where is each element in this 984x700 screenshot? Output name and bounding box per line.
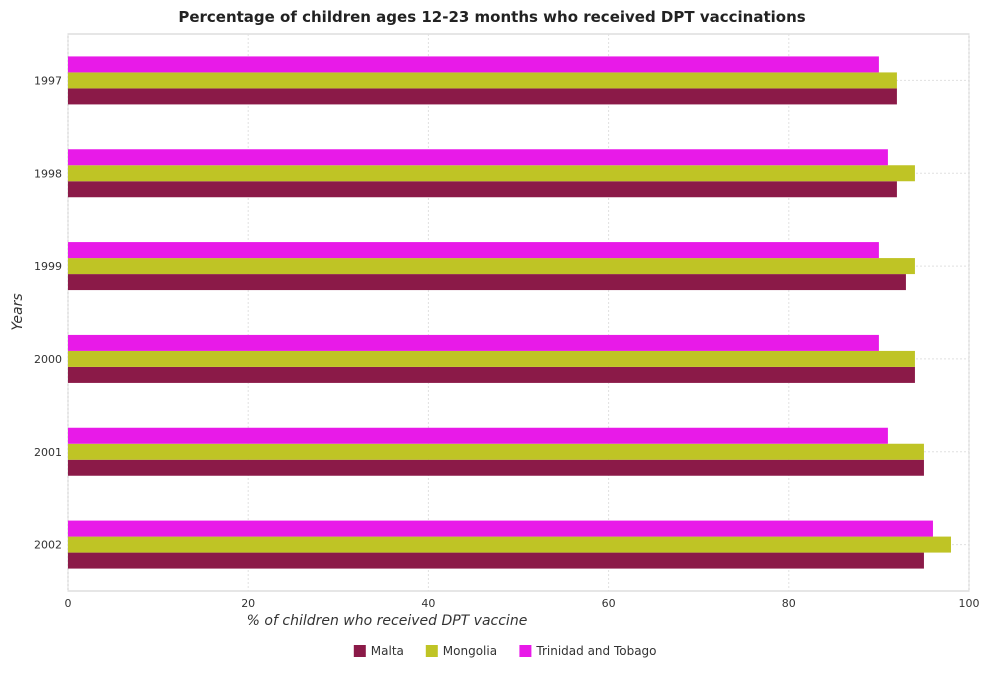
legend: Malta Mongolia Trinidad and Tobago xyxy=(353,644,657,658)
legend-label: Mongolia xyxy=(443,644,497,658)
bar-trinidad-and-tobago-1998 xyxy=(68,149,888,166)
bar-trinidad-and-tobago-1999 xyxy=(68,242,879,259)
legend-swatch xyxy=(425,645,438,657)
bar-mongolia-2002 xyxy=(68,536,951,553)
bar-trinidad-and-tobago-2001 xyxy=(68,427,888,444)
chart-title: Percentage of children ages 12-23 months… xyxy=(178,8,806,26)
x-tick-label: 40 xyxy=(421,597,435,610)
bar-mongolia-2000 xyxy=(68,350,915,367)
x-tick-label: 20 xyxy=(241,597,255,610)
y-tick-label: 2002 xyxy=(34,539,62,552)
x-axis-label: % of children who received DPT vaccine xyxy=(247,613,528,629)
bar-trinidad-and-tobago-1997 xyxy=(68,56,879,73)
x-tick-label: 60 xyxy=(602,597,616,610)
x-tick-label: 100 xyxy=(959,597,980,610)
plot-area xyxy=(67,33,970,592)
bar-malta-2002 xyxy=(68,552,924,569)
bar-trinidad-and-tobago-2000 xyxy=(68,334,879,351)
bar-mongolia-1999 xyxy=(68,258,915,275)
y-tick-label: 1997 xyxy=(34,74,62,87)
bar-trinidad-and-tobago-2002 xyxy=(68,520,933,537)
y-tick-label: 1999 xyxy=(34,260,62,273)
x-tick-label: 0 xyxy=(65,597,72,610)
y-axis-label: Years xyxy=(10,293,26,330)
y-tick-label: 2001 xyxy=(34,446,62,459)
legend-label: Trinidad and Tobago xyxy=(535,644,656,658)
bar-mongolia-1997 xyxy=(68,72,897,89)
bar-mongolia-1998 xyxy=(68,165,915,182)
bar-malta-1997 xyxy=(68,88,897,105)
bar-malta-1999 xyxy=(68,274,906,291)
grid-lines xyxy=(67,34,970,591)
legend-swatch xyxy=(353,645,366,657)
bar-malta-1998 xyxy=(68,181,897,198)
bar-malta-2000 xyxy=(68,366,915,383)
y-tick-labels: 1997 1998 1999 2000 2001 2002 xyxy=(34,74,62,551)
legend-label: Malta xyxy=(371,644,404,658)
y-tick-label: 2000 xyxy=(34,353,62,366)
bar-mongolia-2001 xyxy=(68,443,924,460)
y-tick-label: 1998 xyxy=(34,167,62,180)
x-tick-label: 80 xyxy=(782,597,796,610)
bars xyxy=(68,56,951,569)
legend-swatch xyxy=(519,645,532,657)
bar-malta-2001 xyxy=(68,459,924,476)
x-tick-labels: 0 20 40 60 80 100 xyxy=(65,597,980,610)
